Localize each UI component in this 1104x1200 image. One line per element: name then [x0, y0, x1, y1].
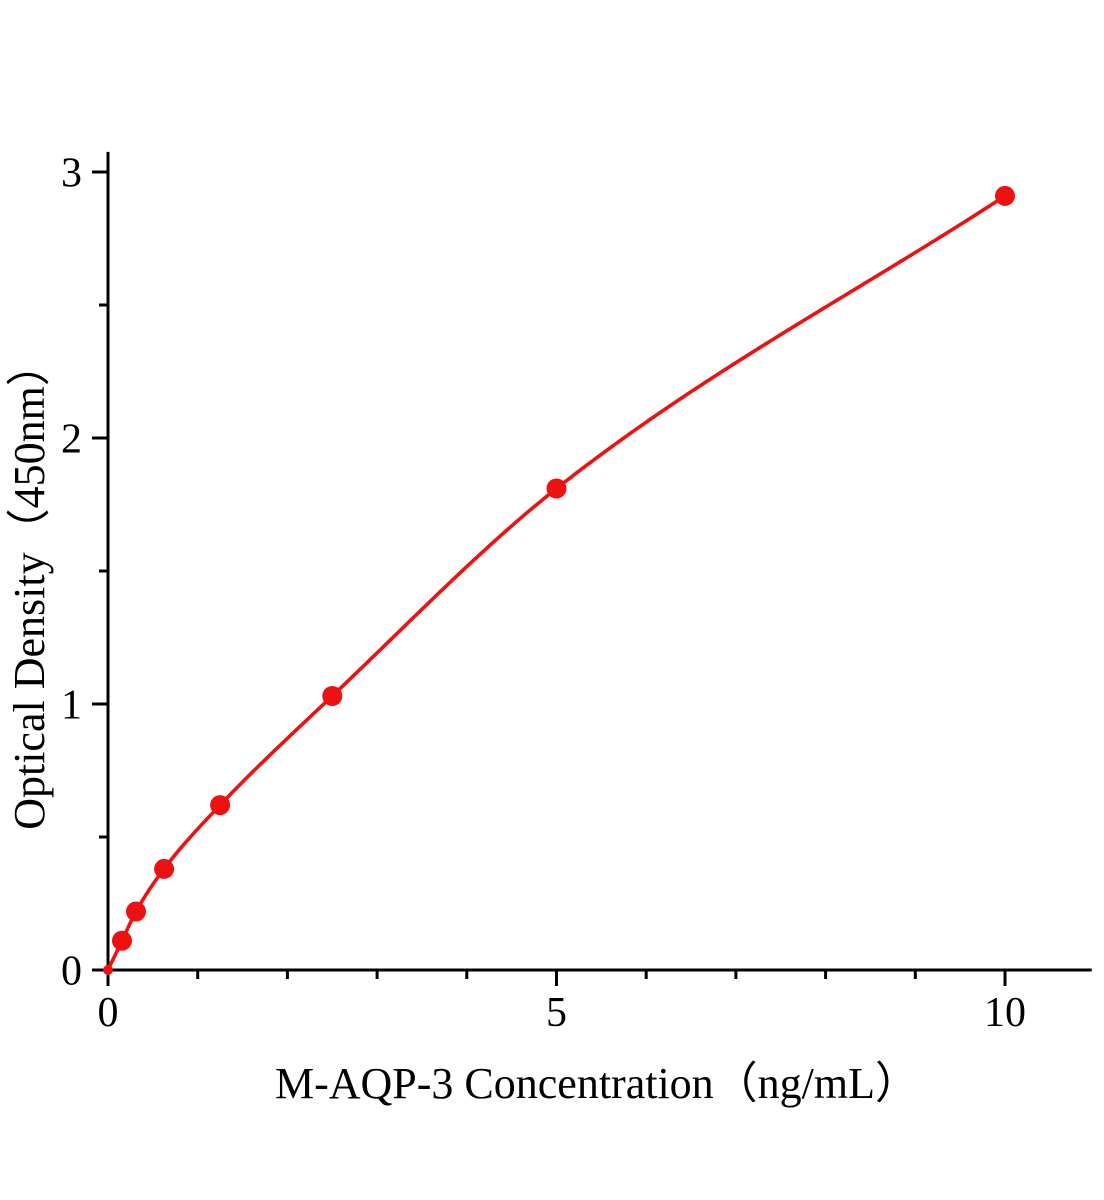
data-point-marker — [546, 478, 567, 499]
data-point-marker — [126, 901, 146, 922]
data-point-marker — [154, 858, 175, 879]
data-point-marker — [995, 185, 1015, 206]
fit-curve-path — [106, 194, 1007, 972]
fitted-curve — [106, 194, 1007, 972]
y-tick-label: 3 — [61, 151, 82, 197]
y-tick-label: 0 — [61, 949, 82, 995]
axes — [92, 151, 1092, 986]
data-points — [103, 185, 1015, 975]
y-axis-label: Optical Density（450nm） — [5, 342, 54, 830]
x-tick-label: 0 — [98, 990, 119, 1036]
y-tick-label: 1 — [61, 683, 82, 729]
x-tick-label: 5 — [546, 990, 567, 1036]
y-tick-label: 2 — [61, 417, 82, 463]
x-axis-label: M-AQP-3 Concentration（ng/mL） — [275, 1059, 919, 1108]
data-point-marker — [210, 795, 231, 816]
data-point-marker — [322, 686, 343, 706]
x-tick-label: 10 — [984, 990, 1026, 1036]
data-point-marker — [112, 930, 132, 951]
data-point-marker — [103, 965, 113, 975]
tick-labels: 0 5 10 0 1 2 3 — [61, 151, 1026, 1036]
